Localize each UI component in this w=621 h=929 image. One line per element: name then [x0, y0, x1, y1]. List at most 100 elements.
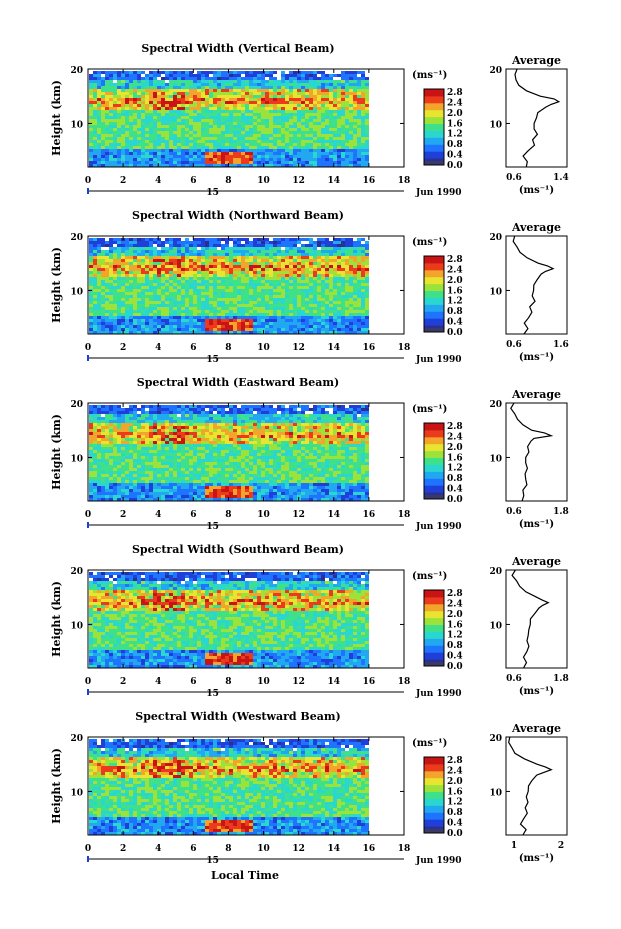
- panel-title: Spectral Width (Northward Beam): [132, 209, 344, 222]
- colorbar-tick-label: 1.6: [447, 453, 463, 463]
- profile-unit: (ms⁻¹): [519, 185, 554, 196]
- colorbar-tick-label: 2.8: [447, 88, 463, 98]
- profile-x-tick-label: 1.6: [553, 340, 569, 350]
- colorbar-tick-label: 2.4: [447, 98, 463, 108]
- panel-5: Spectral Width (Westward Beam)0 2 4 6 8 10 12 1…: [50, 710, 568, 866]
- x-tick-label: 18: [398, 510, 411, 520]
- colorbar-tick-label: 0.0: [447, 161, 463, 171]
- colorbar-tick-label: 2.0: [447, 109, 463, 119]
- x-tick-label: 14: [328, 510, 341, 520]
- x-tick-label: 6: [190, 176, 196, 186]
- colorbar: [423, 756, 445, 834]
- colorbar-tick-label: 1.6: [447, 620, 463, 630]
- profile-frame: [505, 68, 568, 168]
- profile-frame: [505, 402, 568, 502]
- heatmap-frame: [87, 68, 405, 168]
- colorbar-tick-label: 2.4: [447, 599, 463, 609]
- panel-1: Spectral Width (Vertical Beam) 0 2 4 6 8 10 12 1…: [50, 42, 569, 198]
- profile-y-tick-label: 20: [489, 734, 502, 744]
- x-tick-label: 4: [155, 176, 161, 186]
- colorbar-unit: (ms⁻¹): [412, 237, 447, 248]
- colorbar-tick-label: 2.8: [447, 756, 463, 766]
- x-tick-label: 10: [257, 510, 270, 520]
- x-tick-label: 12: [292, 677, 305, 687]
- panel-3: Spectral Width (Eastward Beam) 0 2 4 6 8 10 12 1…: [50, 376, 569, 532]
- colorbar-tick-label: 0.4: [447, 652, 463, 662]
- x-tick-label: 0: [85, 677, 91, 687]
- panel-title: Spectral Width (Southward Beam): [132, 543, 344, 556]
- colorbar-tick-label: 2.0: [447, 443, 463, 453]
- x-axis-label: Local Time: [211, 869, 279, 882]
- colorbar-tick-label: 1.2: [447, 297, 463, 307]
- colorbar-tick-label: 0.0: [447, 662, 463, 672]
- profile-y-tick-label: 10: [489, 120, 502, 130]
- colorbar-unit: (ms⁻¹): [412, 70, 447, 81]
- y-tick-label: 10: [70, 788, 83, 798]
- colorbar-tick-label: 2.4: [447, 432, 463, 442]
- x-tick-label: 12: [292, 510, 305, 520]
- colorbar-tick-label: 2.4: [447, 766, 463, 776]
- colorbar-tick-label: 0.8: [447, 808, 463, 818]
- x-tick-label: 6: [190, 844, 196, 854]
- date-label: Jun 1990: [415, 522, 462, 532]
- panel-title: Spectral Width (Vertical Beam): [141, 42, 334, 55]
- profile-x-tick-label: 0.6: [506, 340, 522, 350]
- x-tick-label: 12: [292, 343, 305, 353]
- profile-y-tick-label: 10: [489, 454, 502, 464]
- colorbar: [423, 589, 445, 667]
- x-tick-label: 4: [155, 343, 161, 353]
- profile-frame: [505, 736, 568, 836]
- colorbar-tick-label: 0.8: [447, 474, 463, 484]
- heatmap-frame: [87, 569, 405, 669]
- profile-x-tick-label: 1.8: [553, 507, 569, 517]
- heatmap-frame: [87, 235, 405, 335]
- x-tick-label: 10: [257, 844, 270, 854]
- profile-x-tick-label: 2: [558, 841, 564, 851]
- heatmap: [89, 238, 369, 334]
- day-label: 15: [206, 188, 219, 198]
- panel-2: Spectral Width (Northward Beam) 0 2 4 6 8 10 12…: [50, 209, 569, 365]
- y-axis-label: Height (km): [50, 247, 63, 323]
- colorbar-tick-label: 1.2: [447, 798, 463, 808]
- profile-x-tick-label: 0.6: [506, 507, 522, 517]
- colorbar: [423, 88, 445, 166]
- y-tick-label: 20: [70, 734, 83, 744]
- panel-4: Spectral Width (Southward Beam) 0 2 4 6 8 10 12…: [50, 543, 569, 699]
- x-tick-label: 18: [398, 343, 411, 353]
- x-tick-label: 4: [155, 510, 161, 520]
- x-tick-label: 14: [328, 844, 341, 854]
- heatmap: [89, 71, 369, 167]
- x-tick-label: 8: [225, 677, 231, 687]
- x-tick-label: 14: [328, 677, 341, 687]
- profile-y-tick-label: 20: [489, 66, 502, 76]
- y-tick-label: 20: [70, 66, 83, 76]
- date-label: Jun 1990: [415, 355, 462, 365]
- x-tick-label: 4: [155, 677, 161, 687]
- colorbar-tick-label: 0.8: [447, 140, 463, 150]
- colorbar-tick-label: 2.8: [447, 422, 463, 432]
- profile-unit: (ms⁻¹): [519, 352, 554, 363]
- y-axis-label: Height (km): [50, 414, 63, 490]
- profile-line: [510, 402, 554, 502]
- heatmap: [89, 405, 369, 501]
- y-tick-label: 10: [70, 621, 83, 631]
- colorbar-tick-label: 1.6: [447, 286, 463, 296]
- colorbar-tick-label: 0.8: [447, 307, 463, 317]
- x-tick-label: 18: [398, 677, 411, 687]
- colorbar-tick-label: 2.0: [447, 276, 463, 286]
- profile-line: [514, 68, 561, 168]
- x-tick-label: 16: [363, 677, 376, 687]
- x-tick-label: 16: [363, 343, 376, 353]
- profile-title: Average: [511, 388, 561, 401]
- y-tick-label: 10: [70, 454, 83, 464]
- x-tick-label: 4: [155, 844, 161, 854]
- x-tick-label: 14: [328, 176, 341, 186]
- colorbar-unit: (ms⁻¹): [412, 571, 447, 582]
- colorbar-tick-label: 2.8: [447, 589, 463, 599]
- colorbar-tick-label: 2.0: [447, 777, 463, 787]
- colorbar-tick-label: 2.8: [447, 255, 463, 265]
- colorbar-unit: (ms⁻¹): [412, 404, 447, 415]
- x-tick-label: 18: [398, 844, 411, 854]
- x-tick-label: 10: [257, 677, 270, 687]
